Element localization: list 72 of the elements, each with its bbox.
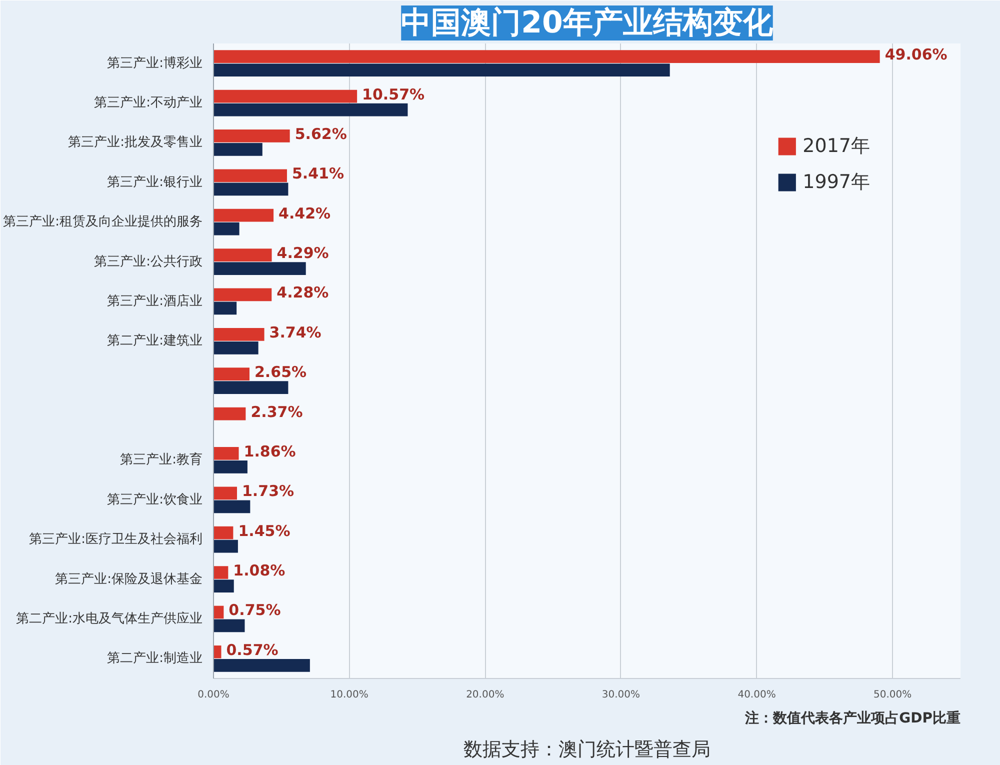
y-tick-label: 第三产业:饮食业 (107, 492, 203, 508)
bar (214, 381, 288, 394)
x-tick-label: 20.00% (466, 690, 504, 700)
bar (214, 606, 224, 619)
bar (214, 302, 237, 315)
y-tick-label: 第三产业:博彩业 (107, 56, 203, 71)
y-tick-label: 第三产业:不动产业 (94, 96, 203, 111)
y-tick-label: 第三产业:教育 (120, 452, 203, 468)
text: 注：数值代表各产业项占GDP比重 (744, 710, 960, 726)
data-label: 5.41% (292, 164, 344, 183)
y-tick-label: 第三产业:公共行政 (94, 254, 203, 270)
bar (214, 540, 238, 553)
text: 数据支持：澳门统计暨普查局 (464, 738, 710, 760)
data-label: 0.75% (228, 601, 281, 620)
x-tick-label: 10.00% (330, 690, 368, 700)
bar (214, 90, 358, 103)
data-label: 10.57% (362, 85, 425, 104)
bar (214, 407, 246, 420)
bar (214, 64, 670, 76)
data-label: 4.28% (276, 284, 329, 302)
data-label: 1.45% (238, 522, 290, 540)
bar (214, 486, 237, 500)
y-tick-label: 第三产业:批发及零售业 (68, 135, 203, 150)
data-label: 49.06% (884, 46, 948, 64)
bar (214, 130, 290, 142)
data-label: 3.74% (269, 323, 322, 342)
data-label: 4.42% (278, 204, 331, 222)
x-tick-label: 0.00% (198, 690, 230, 700)
bar (214, 288, 272, 302)
x-tick-label: 40.00% (738, 690, 776, 700)
bar (214, 169, 287, 182)
bar (214, 566, 228, 579)
bar (214, 248, 272, 262)
bar (214, 222, 240, 236)
data-label: 1.73% (242, 482, 294, 500)
bar (214, 619, 245, 632)
bar (214, 447, 239, 460)
bar (214, 580, 234, 592)
bar (214, 658, 310, 672)
legend-label: 2017年 (802, 134, 870, 159)
bar (214, 526, 234, 540)
y-tick-label: 第三产业:保险及退休基金 (55, 572, 203, 587)
bar (214, 500, 250, 514)
x-tick-label: 50.00% (874, 690, 912, 700)
bar (214, 50, 880, 64)
bar (214, 143, 262, 156)
data-label: 2.37% (250, 402, 303, 421)
data-label: 4.29% (276, 244, 329, 262)
data-label: 5.62% (294, 124, 347, 143)
bar (214, 460, 248, 474)
y-tick-label: 第三产业:租赁及向企业提供的服务 (3, 214, 203, 230)
bar (214, 368, 250, 381)
bar (214, 328, 264, 341)
y-tick-label: 第二产业:制造业 (107, 651, 203, 666)
bar (214, 341, 258, 354)
x-tick-label: 30.00% (602, 690, 640, 700)
y-tick-label: 第三产业:医疗卫生及社会福利 (29, 532, 203, 548)
bar (214, 262, 306, 275)
y-tick-label: 第三产业:酒店业 (107, 292, 203, 309)
bar (214, 208, 274, 222)
bar (214, 646, 222, 658)
data-label: 0.57% (226, 640, 278, 659)
data-label: 1.08% (233, 562, 286, 580)
legend-label: 1997年 (802, 170, 870, 195)
data-label: 2.65% (254, 363, 307, 382)
y-tick-label: 第三产业:银行业 (107, 174, 203, 190)
y-tick-label: 第二产业:水电及气体生产供应业 (16, 610, 203, 626)
chart-title: 中国澳门20年产业结构变化 (401, 6, 774, 40)
bar (214, 103, 408, 116)
y-tick-label: 第二产业:建筑业 (107, 334, 203, 349)
data-label: 1.86% (244, 442, 296, 460)
bar (214, 182, 288, 196)
